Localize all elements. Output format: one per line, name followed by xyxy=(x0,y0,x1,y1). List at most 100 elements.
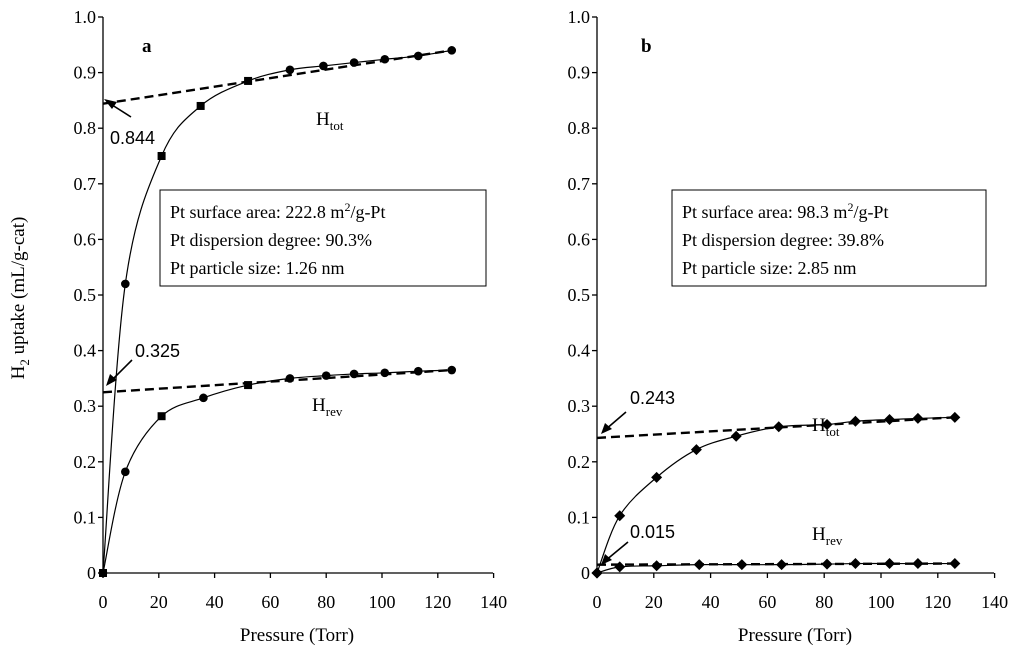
y-axis-title-sub: 2 xyxy=(17,359,32,366)
panel-b-plot-area xyxy=(591,411,961,579)
panel-a-hrev-point xyxy=(285,374,295,383)
panel-a-y-tick-label: 0.9 xyxy=(74,63,97,83)
panel-a-hrev-label: Hrev xyxy=(312,395,343,419)
panel-a-hrev-label-sub: rev xyxy=(326,404,343,419)
panel-b-htot-label: Htot xyxy=(812,415,840,439)
panel-a-htot-point xyxy=(319,61,328,71)
panel-b-x-tick-label: 0 xyxy=(593,592,602,612)
panel-a-y-tick-label: 0.4 xyxy=(74,341,97,361)
panel-b-y-tick-label: 0.7 xyxy=(568,174,591,194)
panel-b-htot-extrapolation-line xyxy=(596,416,955,440)
panel-b-hrev-point xyxy=(614,561,626,573)
panel-b-x-ticks: 0 20 40 60 80 100 120 140 xyxy=(593,573,1008,612)
panel-b-y-tick-label: 0 xyxy=(581,563,590,583)
panel-b-x-tick-label: 80 xyxy=(815,592,833,612)
panel-a-y-tick-label: 0.2 xyxy=(74,452,97,472)
panel-a-x-ticks: 0 20 40 60 80 100 120 140 xyxy=(99,573,507,612)
panel-b-x-tick-label: 20 xyxy=(645,592,663,612)
panel-b-x-tick-label: 60 xyxy=(758,592,776,612)
panel-b-htot-point xyxy=(730,430,742,442)
panel-b-hrev-point xyxy=(776,559,788,571)
panel-b-hrev-label-sub: rev xyxy=(826,533,843,548)
panel-b-htot-point xyxy=(912,412,924,424)
panel-b-x-tick-label: 40 xyxy=(702,592,720,612)
panel-b-y-tick-label: 0.2 xyxy=(568,452,591,472)
panel-a-hrev-extrapolation-line xyxy=(102,368,452,394)
panel-b-hrev-point xyxy=(591,567,603,579)
panel-a-hrev-point xyxy=(447,365,457,375)
panel-b-y-tick-label: 0.1 xyxy=(568,507,591,527)
panel-a-htot-label-main: H xyxy=(316,109,330,130)
panel-a-hrev-point xyxy=(157,412,166,421)
panel-a-hrev-curve xyxy=(102,369,452,574)
panel-b-info-box: Pt surface area: 98.3 m2/g-Pt Pt dispers… xyxy=(671,189,987,287)
panel-a-htot-point xyxy=(157,152,166,160)
panel-a-info-line-2: Pt dispersion degree: 90.3% xyxy=(170,230,372,250)
panel-b-hrev-label: Hrev xyxy=(812,524,843,548)
panel-b-htot-point xyxy=(690,444,702,456)
panel-a-x-axis-title: Pressure (Torr) xyxy=(240,625,354,646)
panel-a-hrev-point xyxy=(199,393,208,403)
panel-b-info-line-1-text: Pt surface area: 98.3 m xyxy=(682,202,847,222)
panel-a-y-ticks: 0 0.1 0.2 0.3 0.4 0.5 0.6 0.7 0.8 0.9 1.0 xyxy=(74,7,103,583)
panel-b: 0 0.1 0.2 0.3 0.4 0.5 0.6 0.7 0.8 0.9 1.0 0 20 40 60 8… xyxy=(568,7,1009,646)
panel-a-hrev-label-main: H xyxy=(312,395,326,416)
panel-a-hrev-intercept-arrowhead xyxy=(106,374,117,386)
panel-b-info-line-2: Pt dispersion degree: 39.8% xyxy=(682,230,884,250)
panel-b-hrev-point xyxy=(912,558,924,570)
panel-a-htot-point xyxy=(380,54,390,64)
panel-a-hrev-point xyxy=(99,569,107,577)
panel-b-info-line-1: Pt surface area: 98.3 m2/g-Pt xyxy=(682,200,888,222)
panel-b-htot-point xyxy=(949,411,961,423)
panel-a-hrev-point xyxy=(380,368,390,378)
panel-a-htot-point xyxy=(349,58,359,67)
panel-a-x-tick-label: 0 xyxy=(99,592,108,612)
panel-a-htot-intercept-label: 0.844 xyxy=(110,128,155,148)
panel-b-y-tick-label: 0.5 xyxy=(568,285,591,305)
panel-a-htot-point xyxy=(244,76,253,85)
panel-a-hrev-point xyxy=(349,369,359,379)
panel-b-y-ticks: 0 0.1 0.2 0.3 0.4 0.5 0.6 0.7 0.8 0.9 1.0 xyxy=(568,7,597,583)
panel-b-hrev-point xyxy=(821,558,833,570)
panel-b-y-tick-label: 0.8 xyxy=(568,118,591,138)
panel-b-hrev-label-main: H xyxy=(812,524,826,545)
panel-a-info-box-frame xyxy=(159,189,487,287)
panel-a-hrev-point xyxy=(413,366,423,376)
panel-b-x-tick-label: 140 xyxy=(981,592,1008,612)
panel-a-hrev-point xyxy=(321,371,331,380)
panel-b-htot-label-sub: tot xyxy=(826,424,840,439)
panel-b-hrev-intercept-arrowhead xyxy=(601,554,612,565)
panel-a-htot-intercept-arrowhead xyxy=(104,99,117,109)
panel-b-hrev-point xyxy=(693,559,705,571)
panel-a-htot-label-sub: tot xyxy=(330,118,344,133)
panel-a-y-tick-label: 0 xyxy=(87,563,96,583)
panel-b-htot-point xyxy=(884,414,896,426)
panel-a-y-tick-label: 0.7 xyxy=(74,174,97,194)
panel-a-x-tick-label: 80 xyxy=(317,592,335,612)
panel-a-info-line-1-text: Pt surface area: 222.8 m xyxy=(170,202,344,222)
panel-a-hrev-intercept-label: 0.325 xyxy=(135,341,180,361)
panel-a-x-tick-label: 100 xyxy=(369,592,396,612)
panel-a-info-line-1-sup: 2 xyxy=(344,200,350,214)
panel-b-x-axis-title: Pressure (Torr) xyxy=(738,625,852,646)
panel-a-info-line-1-unit: /g-Pt xyxy=(350,202,385,222)
panel-b-hrev-point xyxy=(651,560,663,572)
panel-b-htot-point xyxy=(651,471,663,483)
panel-b-x-tick-label: 100 xyxy=(868,592,895,612)
panel-b-hrev-point xyxy=(949,558,961,570)
panel-b-hrev-point xyxy=(736,559,748,571)
panel-a-y-tick-label: 0.5 xyxy=(74,285,97,305)
y-axis-title-main: H xyxy=(8,365,29,379)
panel-b-y-tick-label: 0.4 xyxy=(568,341,591,361)
panel-a-htot-label: Htot xyxy=(316,109,344,133)
panel-b-x-tick-label: 120 xyxy=(924,592,951,612)
panel-a-info-line-1: Pt surface area: 222.8 m2/g-Pt xyxy=(170,200,385,222)
panel-b-info-box-frame xyxy=(671,189,987,287)
panel-b-htot-point xyxy=(821,419,833,431)
panel-a-y-tick-label: 1.0 xyxy=(74,7,97,27)
panel-a-x-tick-label: 60 xyxy=(261,592,279,612)
panel-a-plot-area xyxy=(98,46,457,578)
panel-b-hrev-curve xyxy=(596,562,955,574)
panel-b-htot-point xyxy=(849,415,861,427)
